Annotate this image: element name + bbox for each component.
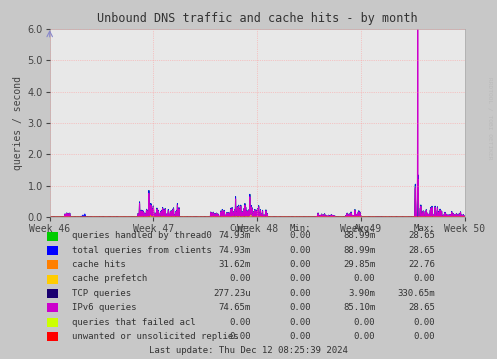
- Text: 28.65: 28.65: [408, 231, 435, 241]
- Text: Min:: Min:: [289, 224, 311, 233]
- Y-axis label: queries / second: queries / second: [13, 76, 23, 170]
- Text: 0.00: 0.00: [230, 274, 251, 284]
- Text: 0.00: 0.00: [289, 260, 311, 269]
- Text: IPv6 queries: IPv6 queries: [72, 303, 137, 312]
- Text: 0.00: 0.00: [289, 274, 311, 284]
- Text: 0.00: 0.00: [289, 317, 311, 327]
- Text: 74.93m: 74.93m: [219, 246, 251, 255]
- Text: total queries from clients: total queries from clients: [72, 246, 212, 255]
- Text: 0.00: 0.00: [230, 332, 251, 341]
- Text: 28.65: 28.65: [408, 246, 435, 255]
- Text: Max:: Max:: [414, 224, 435, 233]
- Text: 0.00: 0.00: [289, 332, 311, 341]
- Text: Last update: Thu Dec 12 08:25:39 2024: Last update: Thu Dec 12 08:25:39 2024: [149, 345, 348, 355]
- Text: 28.65: 28.65: [408, 303, 435, 312]
- Text: 0.00: 0.00: [354, 274, 375, 284]
- Text: cache prefetch: cache prefetch: [72, 274, 147, 284]
- Text: 330.65m: 330.65m: [397, 289, 435, 298]
- Text: 0.00: 0.00: [414, 332, 435, 341]
- Text: 0.00: 0.00: [289, 231, 311, 241]
- Text: 0.00: 0.00: [414, 317, 435, 327]
- Text: 85.10m: 85.10m: [343, 303, 375, 312]
- Text: 74.93m: 74.93m: [219, 231, 251, 241]
- Text: 0.00: 0.00: [230, 317, 251, 327]
- Text: 88.99m: 88.99m: [343, 231, 375, 241]
- Text: queries that failed acl: queries that failed acl: [72, 317, 196, 327]
- Text: 0.00: 0.00: [289, 246, 311, 255]
- Text: 0.00: 0.00: [354, 332, 375, 341]
- Text: 22.76: 22.76: [408, 260, 435, 269]
- Text: RRDTOOL / TOBI OETIKER: RRDTOOL / TOBI OETIKER: [487, 77, 492, 160]
- Text: queries handled by thread0: queries handled by thread0: [72, 231, 212, 241]
- Title: Unbound DNS traffic and cache hits - by month: Unbound DNS traffic and cache hits - by …: [97, 12, 417, 25]
- Text: 0.00: 0.00: [289, 303, 311, 312]
- Text: unwanted or unsolicited replies: unwanted or unsolicited replies: [72, 332, 239, 341]
- Text: Cur:: Cur:: [230, 224, 251, 233]
- Text: 29.85m: 29.85m: [343, 260, 375, 269]
- Text: 0.00: 0.00: [414, 274, 435, 284]
- Text: 0.00: 0.00: [289, 289, 311, 298]
- Text: 88.99m: 88.99m: [343, 246, 375, 255]
- Text: 31.62m: 31.62m: [219, 260, 251, 269]
- Text: TCP queries: TCP queries: [72, 289, 131, 298]
- Text: 277.23u: 277.23u: [213, 289, 251, 298]
- Text: 3.90m: 3.90m: [348, 289, 375, 298]
- Text: cache hits: cache hits: [72, 260, 126, 269]
- Text: Avg:: Avg:: [354, 224, 375, 233]
- Text: 0.00: 0.00: [354, 317, 375, 327]
- Text: 74.65m: 74.65m: [219, 303, 251, 312]
